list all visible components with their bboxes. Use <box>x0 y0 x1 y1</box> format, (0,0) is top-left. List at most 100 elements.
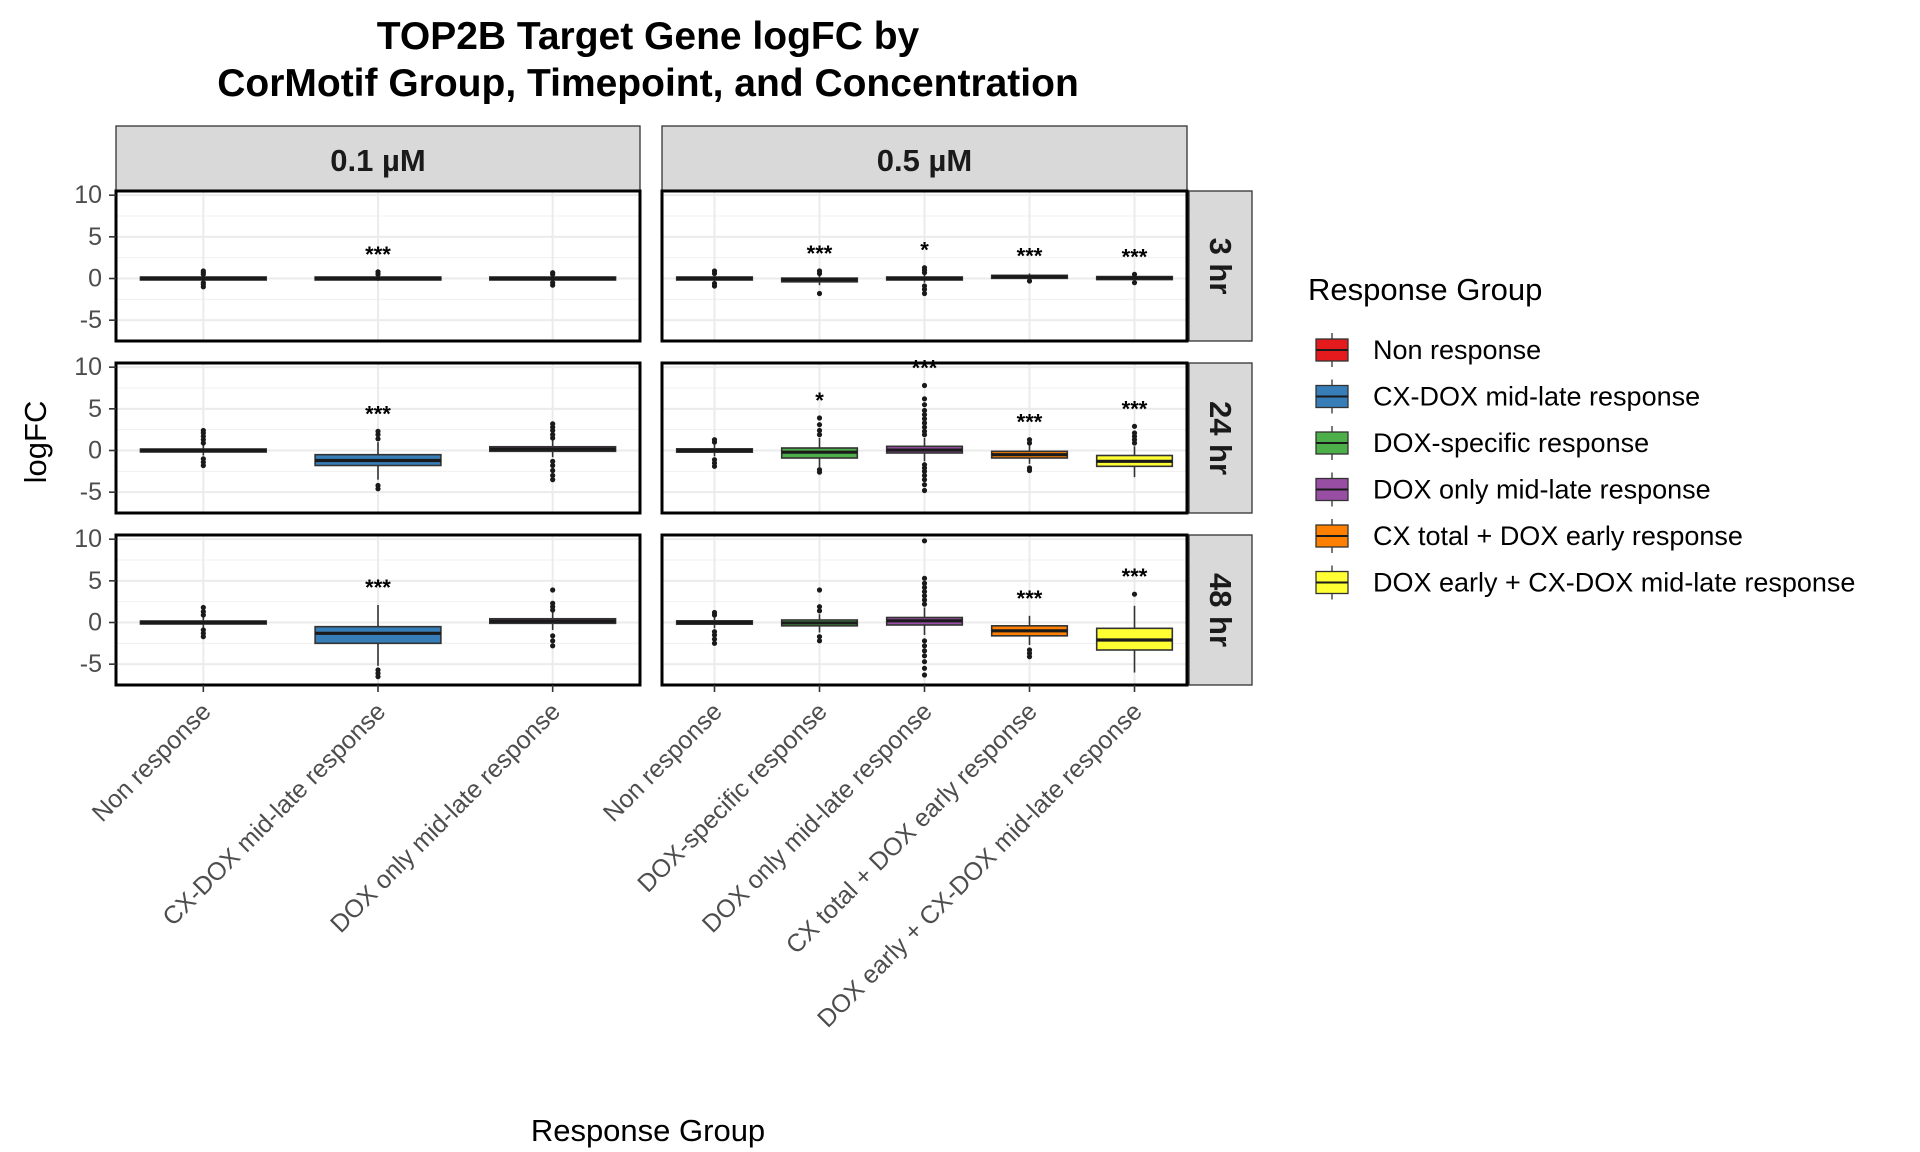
significance-label: *** <box>365 575 391 600</box>
legend-title: Response Group <box>1308 272 1542 307</box>
outlier-point <box>1026 437 1033 443</box>
outlier-point <box>921 283 928 289</box>
outlier-point <box>921 665 928 671</box>
outlier-point <box>200 609 206 615</box>
outlier-point <box>550 458 556 464</box>
significance-label: *** <box>1017 410 1043 435</box>
outlier-point <box>921 584 928 591</box>
significance-label: *** <box>365 401 391 426</box>
outlier-point <box>921 538 928 544</box>
box-dox-only-mid-late-response <box>488 270 617 288</box>
box-dox-specific-response: * <box>780 388 859 475</box>
outlier-point <box>550 467 556 474</box>
box-dox-only-mid-late-response: *** <box>885 356 964 494</box>
panel-border <box>114 361 642 515</box>
outlier-point <box>921 487 928 494</box>
outlier-point <box>550 477 556 483</box>
outlier-point <box>200 604 206 611</box>
outlier-point <box>1131 591 1138 597</box>
outlier-point <box>816 415 823 421</box>
outlier-point <box>711 437 718 443</box>
chart-subtitle: CorMotif Group, Timepoint, and Concentra… <box>217 62 1079 105</box>
outlier-point <box>711 609 718 616</box>
outlier-point <box>921 424 928 430</box>
outlier-point <box>816 467 823 473</box>
outlier-point <box>921 462 928 468</box>
outlier-point <box>1026 465 1033 471</box>
outlier-point <box>921 643 928 649</box>
column-strip <box>115 125 641 192</box>
outlier-point <box>921 482 928 488</box>
significance-label: * <box>815 388 824 413</box>
outlier-point <box>200 268 206 274</box>
box-dox-only-mid-late-response <box>488 587 617 649</box>
outlier-point <box>921 672 928 678</box>
box-cx-total-dox-early-response: *** <box>990 586 1069 660</box>
outlier-point <box>1131 430 1138 436</box>
box-dox-early-cx-dox-mid-late-response: *** <box>1095 396 1174 478</box>
y-tick-label: 5 <box>88 223 102 251</box>
column-strip-label: 0.5 µM <box>877 143 972 178</box>
outlier-point <box>711 457 718 463</box>
outlier-point <box>921 597 928 603</box>
box-non-response <box>139 427 268 469</box>
y-tick-label: 5 <box>88 395 102 423</box>
box-cx-dox-mid-late-response: *** <box>314 401 442 492</box>
outlier-point <box>921 396 928 402</box>
box-dox-only-mid-late-response: * <box>885 238 964 297</box>
outlier-point <box>816 604 823 610</box>
outlier-point <box>816 422 823 428</box>
y-tick-label: 0 <box>88 437 102 465</box>
outlier-point <box>921 402 928 408</box>
outlier-point <box>375 269 381 275</box>
y-tick-label: -5 <box>80 478 102 506</box>
outlier-point <box>921 593 928 599</box>
y-tick-label: 10 <box>74 525 102 553</box>
legend-label: Non response <box>1373 335 1541 365</box>
outlier-point <box>550 280 556 286</box>
outlier-point <box>921 477 928 483</box>
outlier-point <box>550 270 556 276</box>
outlier-point <box>550 462 556 469</box>
outlier-point <box>375 428 381 434</box>
significance-label: *** <box>1122 244 1148 269</box>
box-dox-specific-response: *** <box>780 241 859 297</box>
box-cx-dox-mid-late-response: *** <box>314 575 442 680</box>
outlier-point <box>711 629 718 635</box>
outlier-point <box>816 587 823 593</box>
legend-item: DOX only mid-late response <box>1315 472 1711 507</box>
outlier-point <box>375 482 381 489</box>
outlier-point <box>711 636 718 642</box>
outlier-point <box>550 638 556 644</box>
box-dox-only-mid-late-response <box>885 538 964 678</box>
column-strip-label: 0.1 µM <box>330 143 425 178</box>
significance-label: *** <box>1017 244 1043 269</box>
outlier-point <box>1131 423 1138 429</box>
row-strip-label: 3 hr <box>1203 238 1238 295</box>
outlier-point <box>921 575 928 581</box>
legend-label: CX total + DOX early response <box>1373 521 1743 551</box>
box-cx-dox-mid-late-response: *** <box>314 242 442 281</box>
row-strip <box>1188 190 1253 342</box>
outlier-point <box>921 659 928 665</box>
box-cx-total-dox-early-response: *** <box>990 244 1069 284</box>
significance-label: *** <box>365 242 391 267</box>
y-tick-label: 10 <box>74 181 102 209</box>
outlier-point <box>921 416 928 422</box>
row-strip-label: 24 hr <box>1203 401 1238 475</box>
x-axis-title: Response Group <box>531 1113 765 1148</box>
outlier-point <box>921 580 928 586</box>
box-non-response <box>675 437 754 469</box>
box-non-response <box>675 609 754 646</box>
panel-border <box>660 189 1189 343</box>
outlier-point <box>711 640 718 646</box>
box-non-response <box>675 268 754 289</box>
legend-item: DOX-specific response <box>1315 426 1649 460</box>
outlier-point <box>550 432 556 438</box>
row-strip-label: 48 hr <box>1203 573 1238 647</box>
outlier-point <box>816 268 823 274</box>
y-tick-label: -5 <box>80 306 102 334</box>
row-strip <box>1188 534 1253 686</box>
column-strip <box>661 125 1188 192</box>
